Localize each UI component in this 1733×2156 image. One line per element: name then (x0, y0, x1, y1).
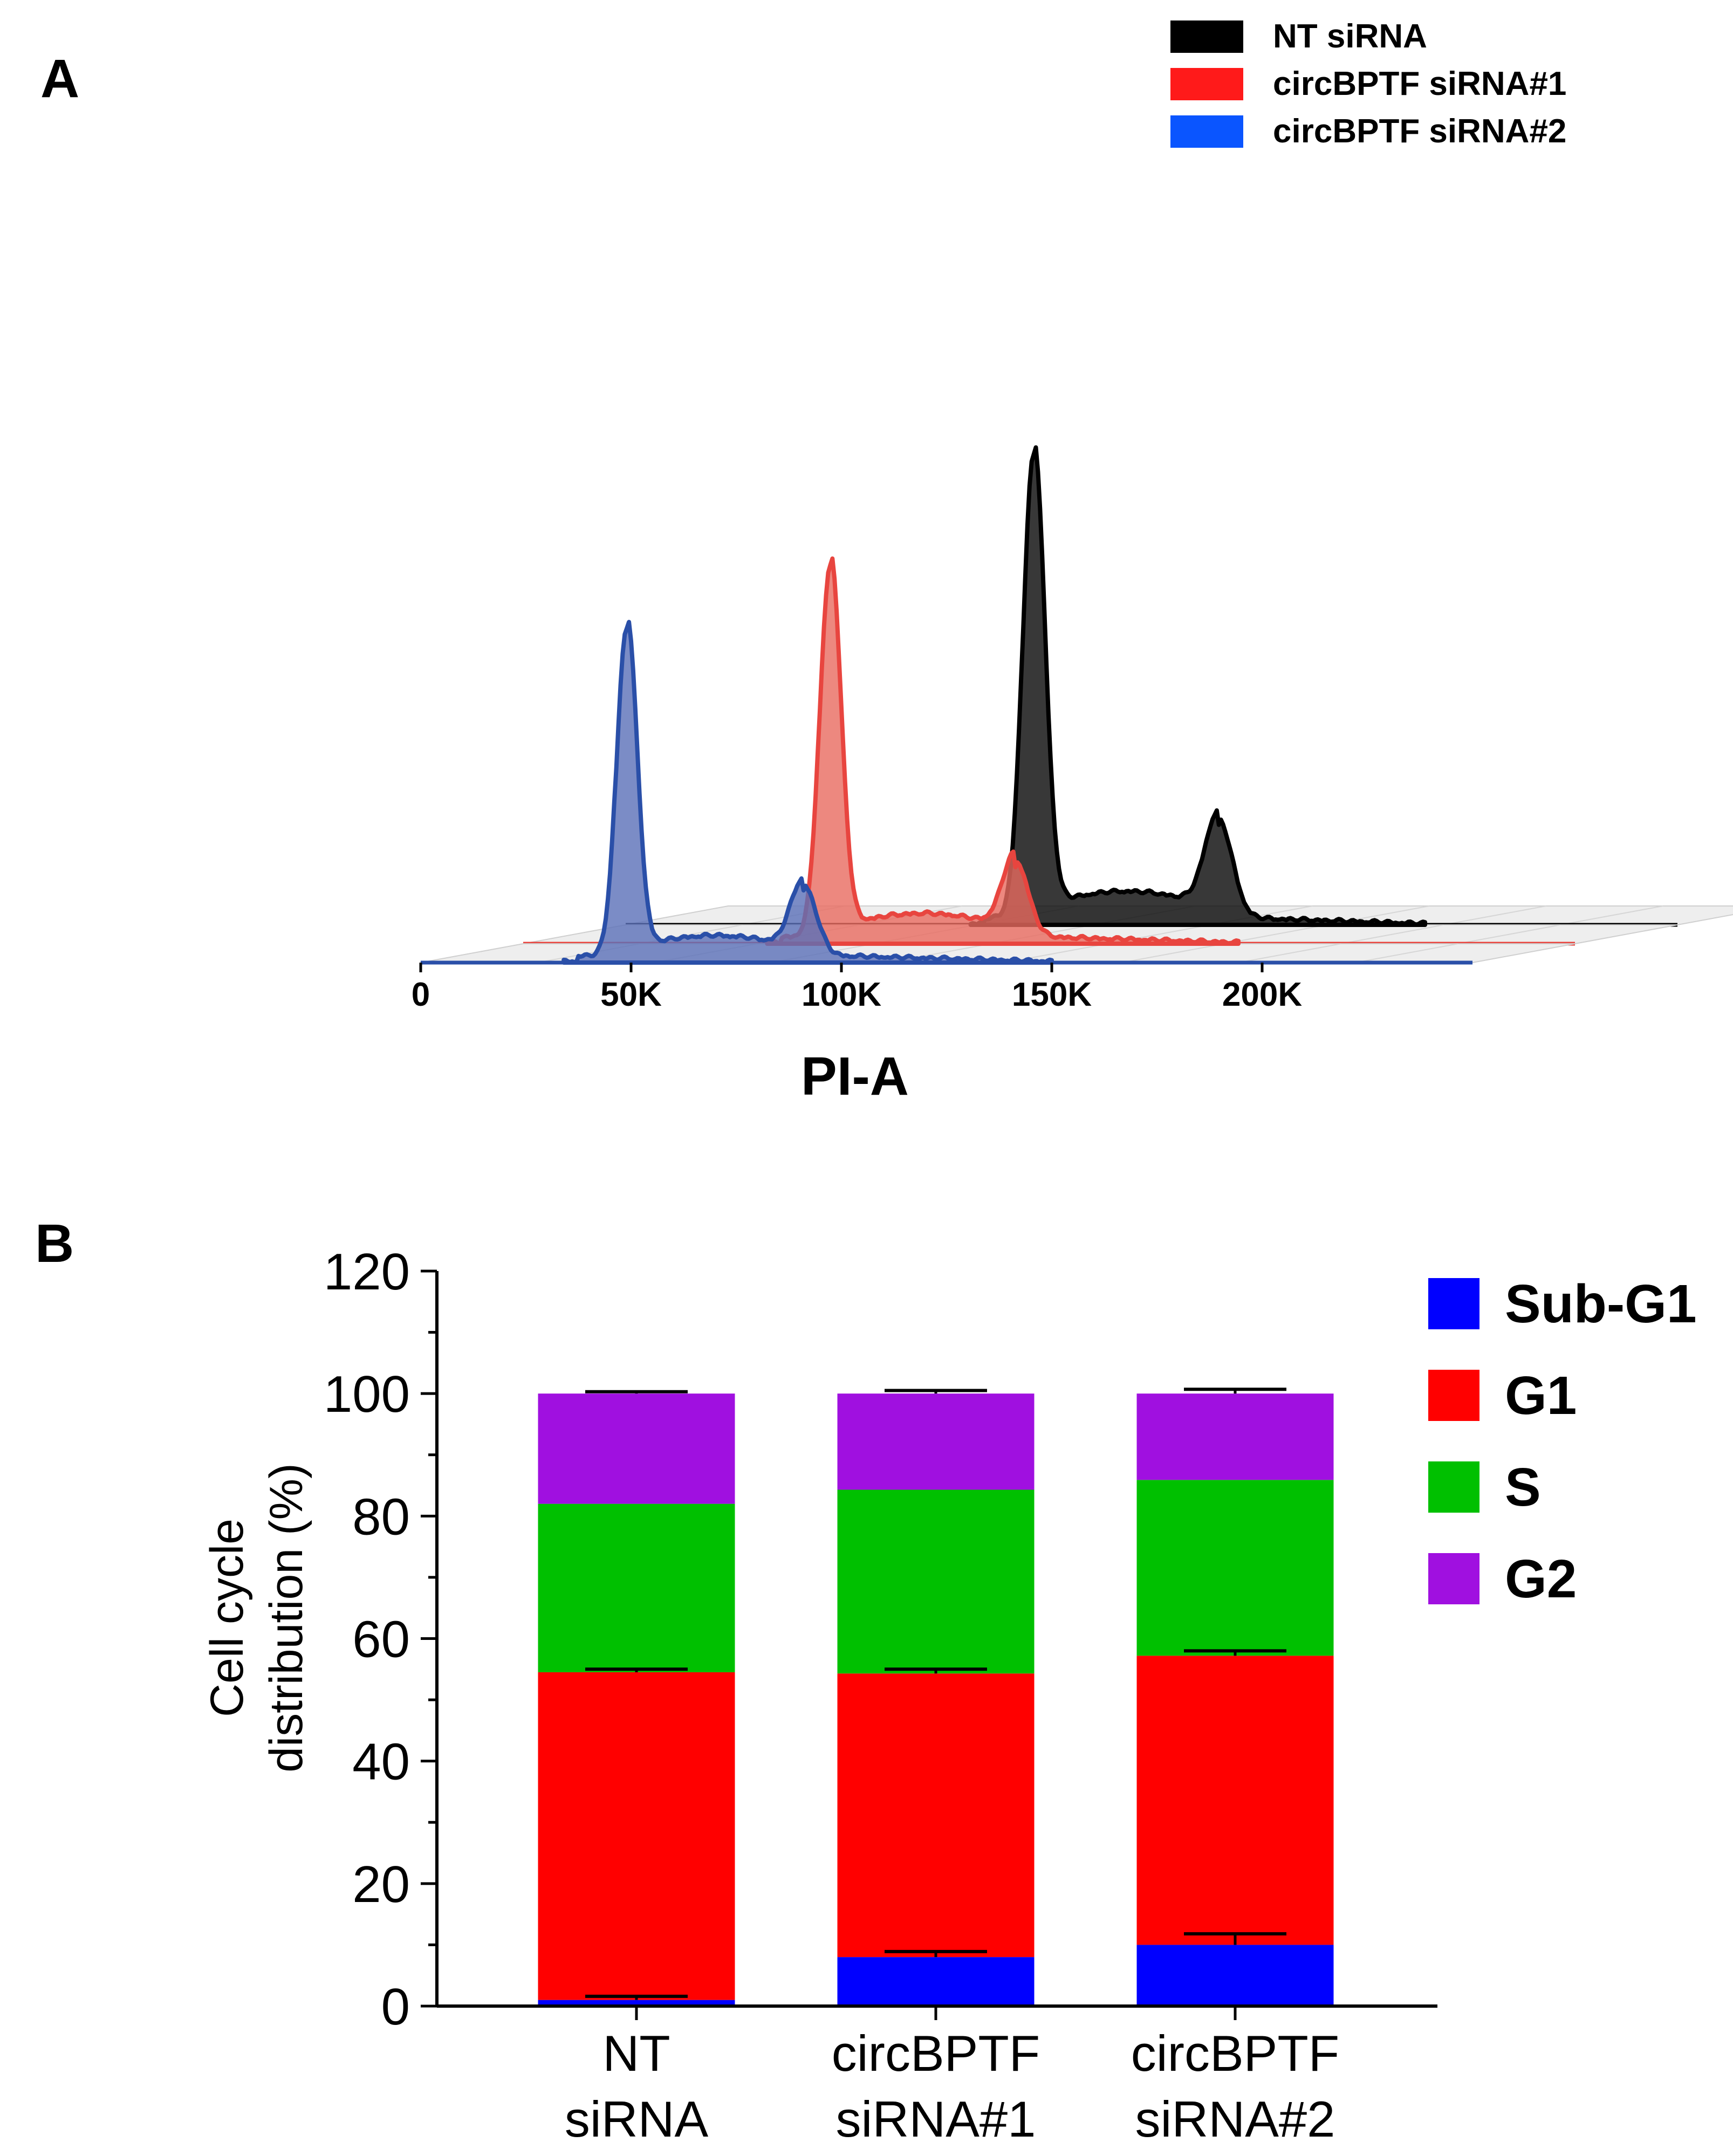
panel-b: B 0 20 40 60 80 100 120 NT siRNA circBPTF siRNA#1 c… (35, 1213, 1697, 2147)
category-label-circbptf-sirna-2-line-1: circBPTF (1131, 2025, 1339, 2082)
y-axis-label-b-line-2: distribution (%) (261, 1463, 312, 1773)
x-tick-label-a-0: 0 (412, 976, 430, 1013)
legend-b-swatch-s (1428, 1461, 1479, 1513)
floor-grid-line (1458, 924, 1561, 944)
x-tick-label-a-150k: 150K (1012, 976, 1092, 1013)
legend-a-label-circbptf-sirna-2: circBPTF siRNA#2 (1273, 113, 1566, 150)
y-tick-label-b-20: 20 (352, 1856, 410, 1913)
category-label-circbptf-sirna-1-line-2: siRNA#1 (836, 2091, 1036, 2147)
stacked-bars (538, 1393, 1334, 2006)
histogram-curves (561, 445, 1427, 965)
category-label-nt-sirna-line-2: siRNA (565, 2091, 709, 2147)
floor-grid-line (1443, 905, 1546, 925)
legend-a-swatch-circbptf-sirna-1 (1170, 68, 1243, 100)
legend-a-swatch-circbptf-sirna-2 (1170, 115, 1243, 148)
y-tick-label-b-60: 60 (352, 1611, 410, 1669)
legend-b-label-s: S (1505, 1457, 1541, 1518)
x-axis-label-a: PI-A (801, 1046, 909, 1107)
bar-s-circbptf-sirna-2 (1136, 1480, 1334, 1656)
y-axis-label-b-line-1: Cell cycle (201, 1519, 253, 1717)
panel-a: A 0 50K 100K 150K 200K PI-A NT siRNA circBPTF … (40, 18, 1733, 1107)
error-bars (585, 1388, 1286, 2000)
x-tick-label-a-50k: 50K (600, 976, 662, 1013)
floor-grid-line (1121, 943, 1225, 963)
floor-grid-line (1341, 924, 1444, 944)
y-tick-label-b-80: 80 (352, 1488, 410, 1546)
floor-grid-line (1238, 943, 1341, 963)
legend-b-label-g2: G2 (1505, 1549, 1577, 1609)
histogram-circbptf-sirna-1 (765, 556, 1241, 946)
bar-s-circbptf-sirna-1 (837, 1489, 1035, 1674)
y-tick-label-b-0: 0 (381, 1978, 410, 2036)
legend-b-swatch-sub-g1 (1428, 1278, 1479, 1329)
floor-grid-line (1005, 943, 1108, 963)
bar-s-nt-sirna (538, 1503, 735, 1672)
histogram-nt-sirna (968, 445, 1427, 927)
legend-b-label-sub-g1: Sub-G1 (1505, 1274, 1697, 1334)
y-tick-label-b-100: 100 (324, 1365, 410, 1423)
legend-b-swatch-g1 (1428, 1370, 1479, 1421)
legend-a-label-circbptf-sirna-1: circBPTF siRNA#1 (1273, 65, 1566, 102)
category-label-circbptf-sirna-1-line-1: circBPTF (832, 2025, 1040, 2082)
x-tick-label-a-200k: 200K (1222, 976, 1302, 1013)
bar-g2-circbptf-sirna-1 (837, 1393, 1035, 1490)
bar-sub-g1-circbptf-sirna-1 (837, 1957, 1035, 2006)
histogram-circbptf-sirna-2 (561, 620, 1054, 965)
panel-a-label: A (40, 49, 79, 109)
bar-g1-circbptf-sirna-2 (1136, 1656, 1334, 1945)
legend-b: Sub-G1 G1 S G2 (1428, 1274, 1697, 1609)
bar-sub-g1-circbptf-sirna-2 (1136, 1945, 1334, 2006)
legend-a-swatch-nt-sirna (1170, 20, 1243, 53)
bar-sub-g1-nt-sirna (538, 2000, 735, 2006)
bar-g1-circbptf-sirna-1 (837, 1673, 1035, 1958)
legend-b-swatch-g2 (1428, 1553, 1479, 1604)
x-axis-a: 0 50K 100K 150K 200K PI-A (412, 963, 1302, 1107)
bar-g2-circbptf-sirna-2 (1136, 1393, 1334, 1480)
x-tick-label-a-100k: 100K (802, 976, 881, 1013)
bar-g1-nt-sirna (538, 1672, 735, 2000)
category-label-nt-sirna-line-1: NT (602, 2025, 670, 2082)
floor-grid-line (1224, 924, 1327, 944)
y-tick-label-b-120: 120 (324, 1243, 410, 1301)
y-tick-label-b-40: 40 (352, 1733, 410, 1791)
legend-a-label-nt-sirna: NT siRNA (1273, 18, 1427, 55)
category-label-circbptf-sirna-2-line-2: siRNA#2 (1135, 2091, 1335, 2147)
legend-b-label-g1: G1 (1505, 1365, 1577, 1426)
bar-g2-nt-sirna (538, 1393, 735, 1504)
y-axis-label-b: Cell cycle distribution (%) (201, 1463, 312, 1773)
panel-b-label: B (35, 1213, 74, 1274)
floor-grid-line (1355, 943, 1458, 963)
legend-a: NT siRNA circBPTF siRNA#1 circBPTF siRNA#2 (1170, 18, 1566, 150)
floor-grid-line (1560, 905, 1663, 925)
axes-b: 0 20 40 60 80 100 120 NT siRNA circBPTF siRNA#1 cir… (201, 1243, 1437, 2147)
